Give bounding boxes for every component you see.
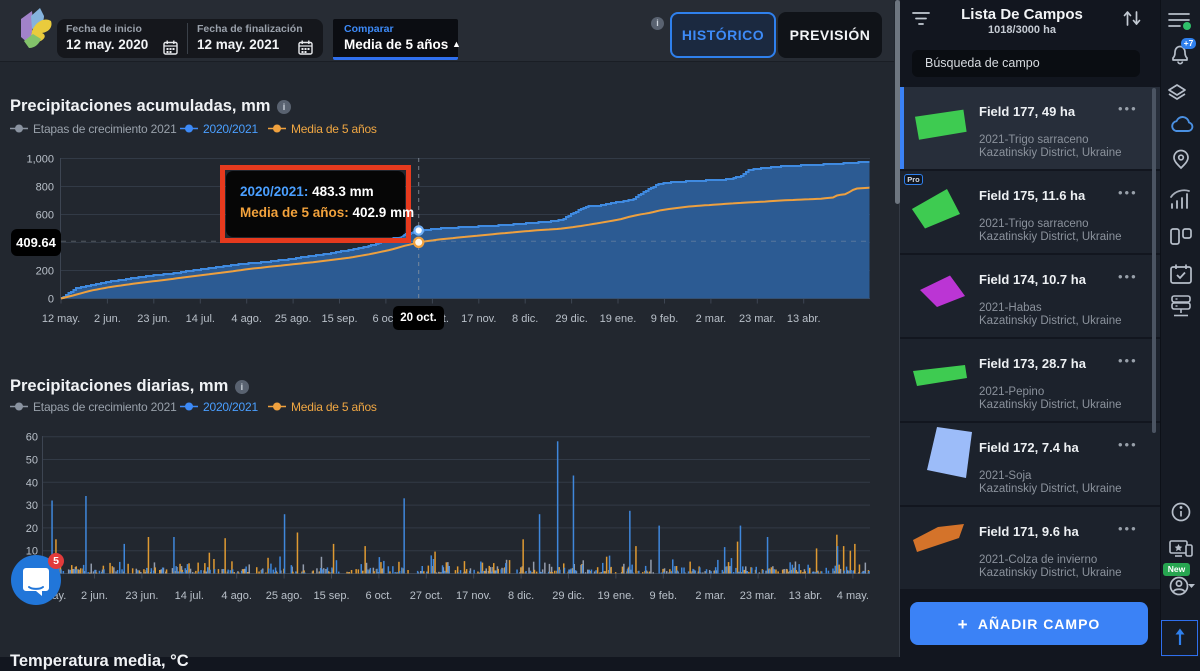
svg-text:4 ago.: 4 ago. — [231, 313, 262, 325]
svg-text:2 jun.: 2 jun. — [81, 590, 108, 602]
svg-text:0: 0 — [48, 294, 54, 306]
svg-text:4 may.: 4 may. — [837, 590, 869, 602]
svg-text:2 jun.: 2 jun. — [94, 313, 121, 325]
svg-text:50: 50 — [26, 455, 38, 467]
svg-text:200: 200 — [36, 266, 54, 278]
svg-text:27 oct.: 27 oct. — [410, 590, 443, 602]
svg-text:600: 600 — [36, 210, 54, 222]
svg-text:4 ago.: 4 ago. — [221, 590, 252, 602]
svg-text:2 mar.: 2 mar. — [696, 313, 727, 325]
svg-text:19 ene.: 19 ene. — [598, 590, 635, 602]
svg-text:10: 10 — [26, 546, 38, 558]
svg-text:9 feb.: 9 feb. — [650, 590, 678, 602]
svg-text:25 ago.: 25 ago. — [275, 313, 312, 325]
svg-text:29 dic.: 29 dic. — [552, 590, 584, 602]
svg-text:23 mar.: 23 mar. — [740, 590, 777, 602]
svg-text:15 sep.: 15 sep. — [321, 313, 357, 325]
svg-text:14 jul.: 14 jul. — [175, 590, 204, 602]
svg-text:23 jun.: 23 jun. — [125, 590, 158, 602]
svg-text:40: 40 — [26, 477, 38, 489]
svg-text:60: 60 — [26, 432, 38, 444]
svg-text:29 dic.: 29 dic. — [555, 313, 587, 325]
svg-text:12 may.: 12 may. — [42, 313, 80, 325]
svg-text:13 abr.: 13 abr. — [787, 313, 821, 325]
svg-text:9 feb.: 9 feb. — [651, 313, 679, 325]
svg-text:30: 30 — [26, 500, 38, 512]
svg-text:25 ago.: 25 ago. — [266, 590, 303, 602]
svg-text:14 jul.: 14 jul. — [186, 313, 215, 325]
svg-text:20: 20 — [26, 523, 38, 535]
svg-text:800: 800 — [36, 182, 54, 194]
svg-text:19 ene.: 19 ene. — [600, 313, 637, 325]
svg-text:17 nov.: 17 nov. — [461, 313, 496, 325]
svg-text:23 mar.: 23 mar. — [739, 313, 776, 325]
svg-text:17 nov.: 17 nov. — [456, 590, 491, 602]
svg-text:6 oct.: 6 oct. — [365, 590, 392, 602]
svg-text:6 oct.: 6 oct. — [372, 313, 399, 325]
svg-text:1,000: 1,000 — [26, 154, 54, 166]
svg-text:8 dic.: 8 dic. — [508, 590, 534, 602]
svg-text:8 dic.: 8 dic. — [512, 313, 538, 325]
svg-text:15 sep.: 15 sep. — [313, 590, 349, 602]
svg-text:13 abr.: 13 abr. — [789, 590, 823, 602]
svg-text:23 jun.: 23 jun. — [137, 313, 170, 325]
svg-text:2 mar.: 2 mar. — [695, 590, 726, 602]
